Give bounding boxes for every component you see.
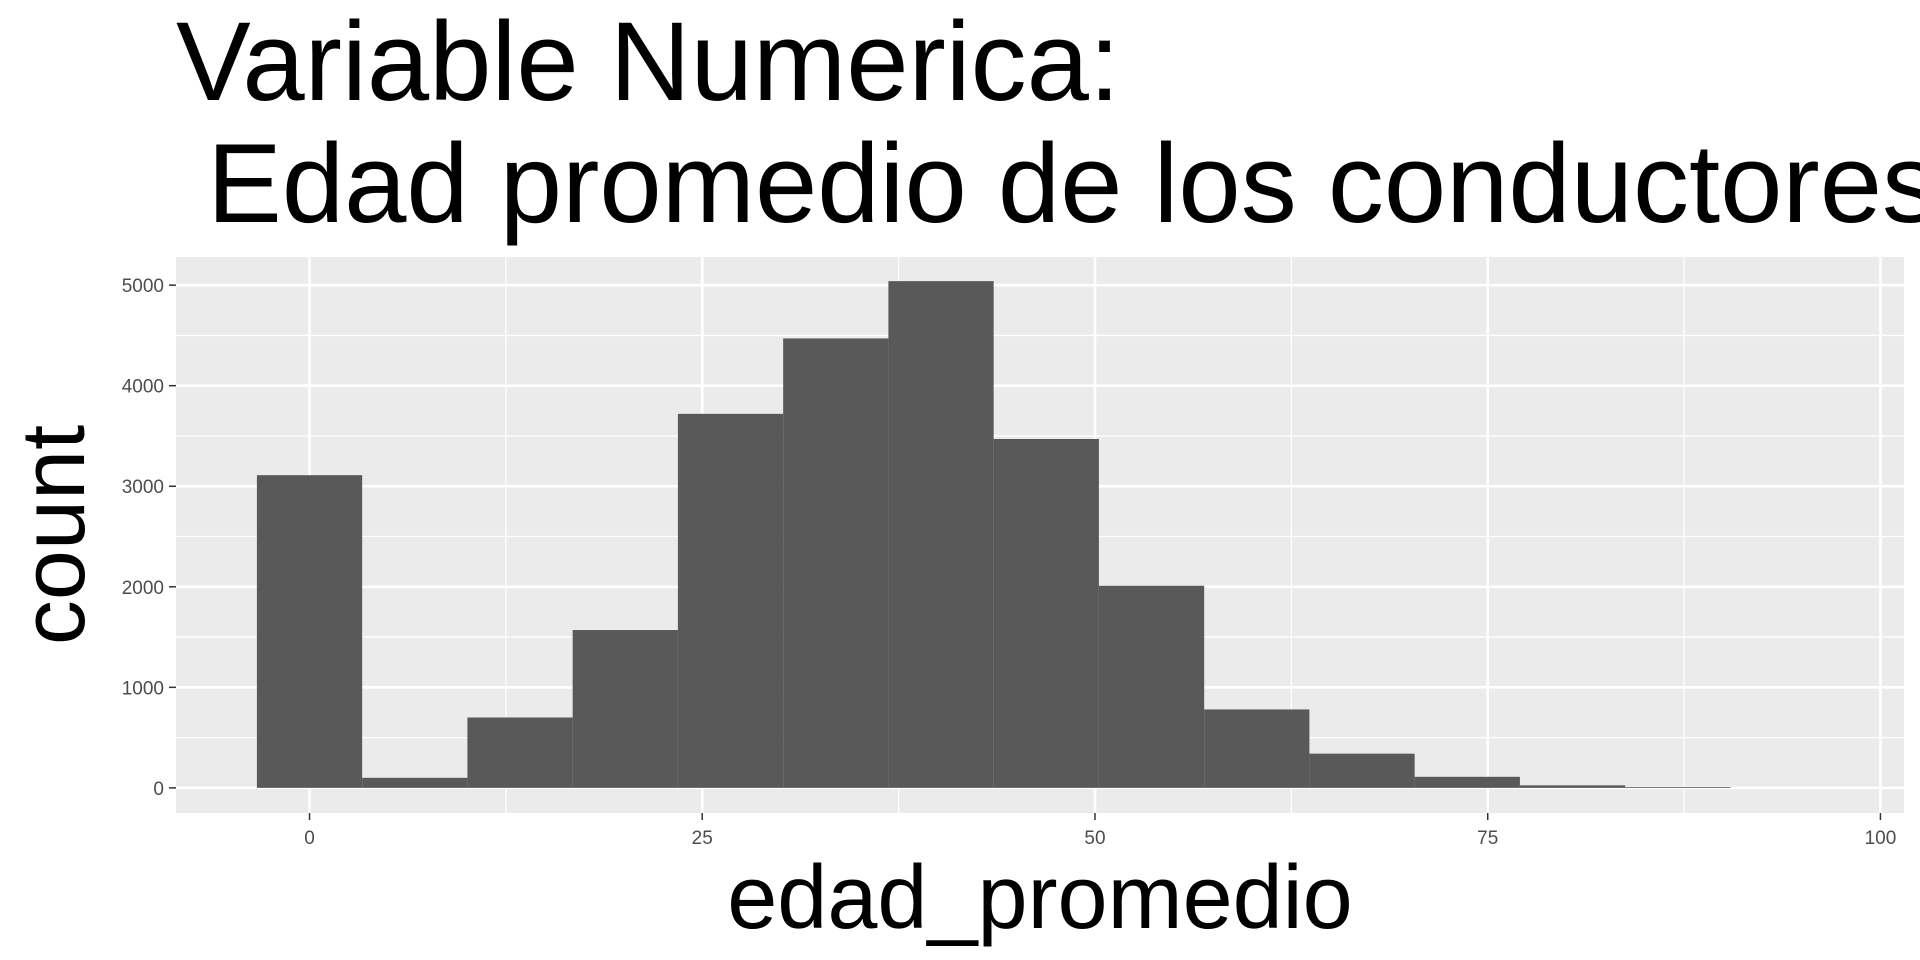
histogram-bar [362, 777, 468, 788]
title-line-2: Edad promedio de los conductores [176, 121, 1920, 246]
title-line-1: Variable Numerica: [176, 0, 1120, 124]
histogram-bar [1098, 585, 1205, 788]
chart-title: Variable Numerica: Edad promedio de los … [176, 0, 1920, 246]
histogram-bar [572, 630, 678, 788]
histogram-bar [677, 413, 784, 788]
histogram-bar [1204, 709, 1310, 788]
x-axis: 0 25 50 75 100 [304, 813, 1896, 849]
x-tick-label: 50 [1084, 828, 1105, 849]
histogram-bar [888, 281, 994, 788]
y-axis-title: count [4, 425, 104, 645]
histogram-bar [1414, 776, 1520, 788]
y-tick-label: 2000 [122, 578, 164, 599]
histogram-bar [1519, 785, 1626, 788]
x-tick-label: 75 [1477, 828, 1498, 849]
x-tick-label: 100 [1865, 828, 1897, 849]
y-tick-label: 5000 [122, 276, 164, 297]
y-axis: 0 1000 2000 3000 4000 5000 [122, 276, 176, 800]
histogram-bar [256, 475, 363, 788]
histogram-bars [256, 281, 1731, 788]
y-tick-label: 1000 [122, 678, 164, 699]
x-tick-label: 25 [692, 828, 713, 849]
histogram-bar [1625, 787, 1731, 788]
x-axis-title: edad_promedio [727, 848, 1352, 948]
y-tick-label: 4000 [122, 377, 164, 398]
x-tick-label: 0 [304, 828, 315, 849]
histogram-bar [1309, 753, 1415, 788]
histogram-bar [467, 717, 573, 788]
histogram-bar [783, 338, 889, 788]
histogram-bar [993, 438, 1099, 788]
y-tick-label: 3000 [122, 477, 164, 498]
y-tick-label: 0 [153, 779, 164, 800]
